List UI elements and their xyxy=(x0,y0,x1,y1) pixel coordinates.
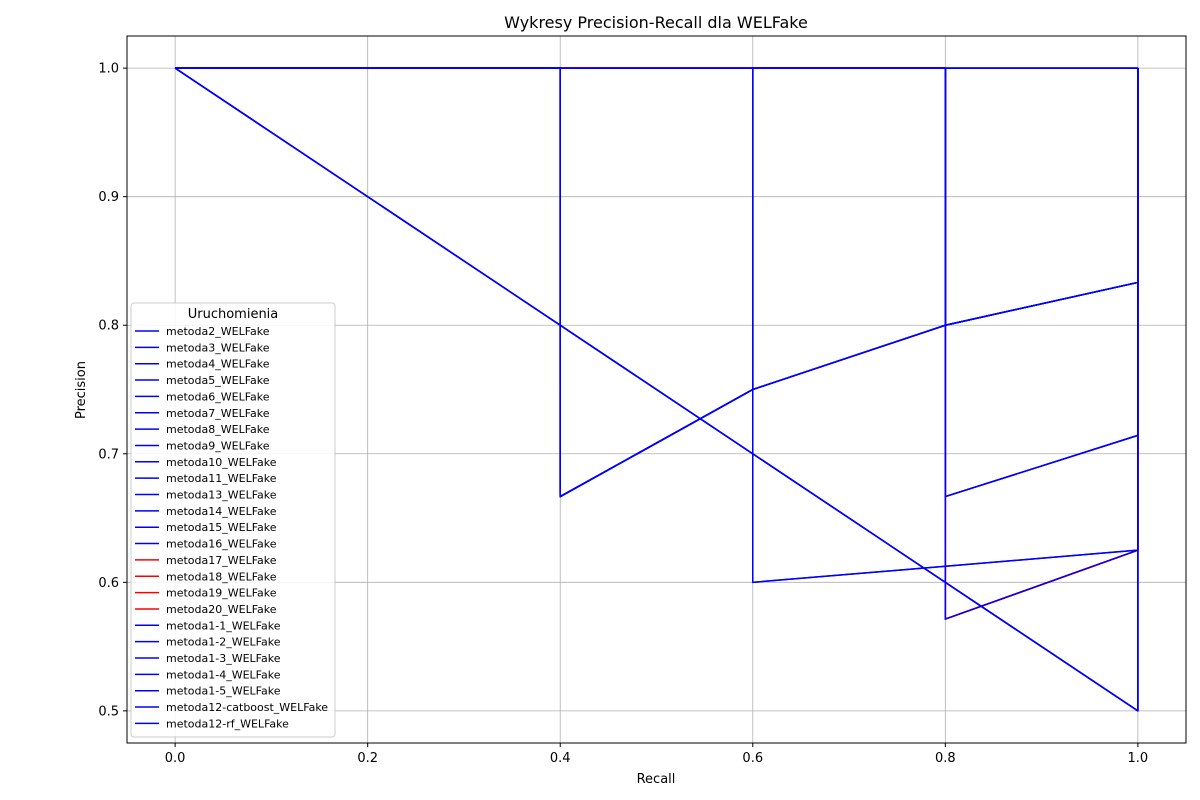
y-axis-title: Precision xyxy=(74,361,89,419)
legend-box xyxy=(130,302,336,738)
legend-label: metoda8_WELFake xyxy=(166,423,270,436)
legend-label: metoda1-4_WELFake xyxy=(166,668,281,681)
legend-title: Uruchomienia xyxy=(188,307,279,322)
y-tick-label: 0.8 xyxy=(98,319,119,334)
axis-ticks: 0.0 0.2 0.4 0.6 0.8 1.0 0.5 0.6 0.7 0.8 0.9 1.0 xyxy=(98,62,1148,766)
x-tick-label: 0.6 xyxy=(742,751,763,766)
series-lines xyxy=(174,67,1139,712)
legend-label: metoda18_WELFake xyxy=(166,570,277,583)
legend-label: metoda4_WELFake xyxy=(166,358,270,371)
legend-label: metoda14_WELFake xyxy=(166,505,277,518)
legend-label: metoda1-2_WELFake xyxy=(166,636,281,649)
legend-label: metoda6_WELFake xyxy=(166,390,270,403)
legend-label: metoda10_WELFake xyxy=(166,456,277,469)
legend-label: metoda7_WELFake xyxy=(166,407,270,420)
legend-label: metoda9_WELFake xyxy=(166,439,270,452)
y-tick-label: 1.0 xyxy=(98,62,119,77)
plot-frame xyxy=(126,35,1187,744)
x-tick-label: 0.4 xyxy=(550,751,571,766)
legend: Uruchomienia metoda2_WELFake metoda3_WELF… xyxy=(130,302,336,738)
legend-items: metoda2_WELFake metoda3_WELFake metoda4_WE… xyxy=(135,325,328,730)
legend-label: metoda20_WELFake xyxy=(166,603,277,616)
chart-title: Wykresy Precision-Recall dla WELFake xyxy=(504,13,808,32)
legend-label: metoda17_WELFake xyxy=(166,554,277,567)
legend-label: metoda2_WELFake xyxy=(166,325,270,338)
x-tick-label: 0.0 xyxy=(165,751,186,766)
legend-label: metoda5_WELFake xyxy=(166,374,270,387)
x-tick-label: 0.2 xyxy=(357,751,378,766)
legend-label: metoda16_WELFake xyxy=(166,538,277,551)
series-line-metoda12-rf_WELFake xyxy=(175,67,1139,584)
legend-label: metoda15_WELFake xyxy=(166,521,277,534)
legend-label: metoda1-3_WELFake xyxy=(166,652,281,665)
legend-label: metoda1-1_WELFake xyxy=(166,619,281,632)
legend-label: metoda11_WELFake xyxy=(166,472,277,485)
legend-label: metoda13_WELFake xyxy=(166,489,277,502)
x-axis-title: Recall xyxy=(637,772,676,787)
y-tick-label: 0.7 xyxy=(98,447,119,462)
y-tick-label: 0.9 xyxy=(98,190,119,205)
y-tick-label: 0.6 xyxy=(98,576,119,591)
legend-label: metoda1-5_WELFake xyxy=(166,685,281,698)
y-tick-label: 0.5 xyxy=(98,704,119,719)
x-tick-label: 1.0 xyxy=(1128,751,1149,766)
legend-label: metoda12-rf_WELFake xyxy=(166,717,289,730)
x-tick-label: 0.8 xyxy=(935,751,956,766)
legend-label: metoda12-catboost_WELFake xyxy=(166,701,328,714)
legend-label: metoda3_WELFake xyxy=(166,341,270,354)
legend-label: metoda19_WELFake xyxy=(166,587,277,600)
